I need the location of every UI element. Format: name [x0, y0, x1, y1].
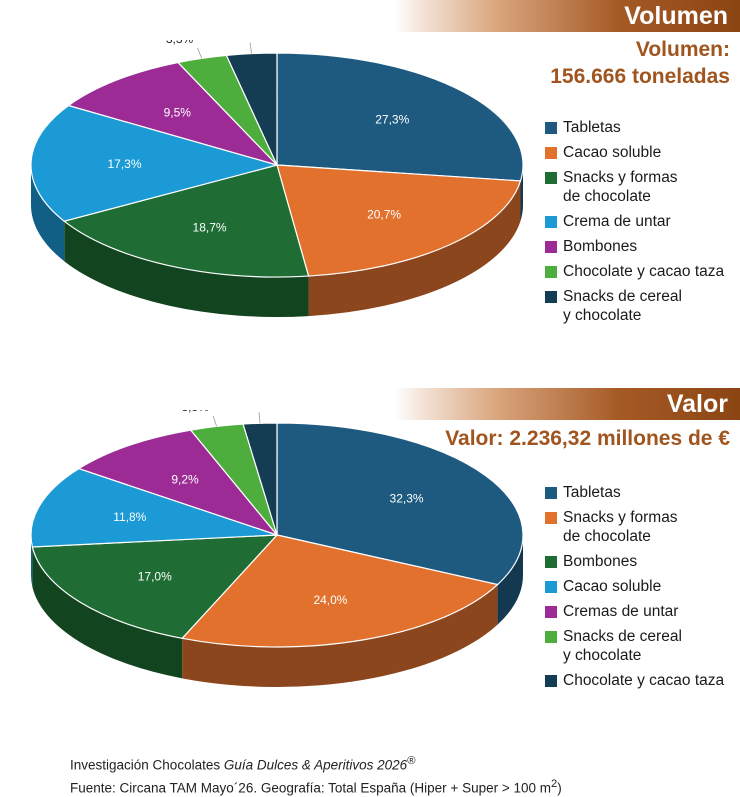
- legend-0-item-6: Snacks de cereal y chocolate: [545, 287, 724, 325]
- legend-0-label-1: Cacao soluble: [563, 143, 661, 162]
- legend-0-item-0: Tabletas: [545, 118, 724, 137]
- legend-1-swatch-1: [545, 512, 557, 524]
- pie-0-leader-5: [198, 48, 202, 58]
- value-banner-text: Valor: [667, 388, 728, 420]
- pie-1-label-1: 24,0%: [313, 593, 347, 607]
- legend-1-label-4: Cremas de untar: [563, 602, 678, 621]
- footer-line-1-mark: ®: [407, 755, 415, 767]
- legend-0-item-4: Bombones: [545, 237, 724, 256]
- legend-0-swatch-2: [545, 172, 557, 184]
- legend-0-label-3: Crema de untar: [563, 212, 671, 231]
- legend-0-swatch-5: [545, 266, 557, 278]
- legend-0-label-6: Snacks de cereal y chocolate: [563, 287, 682, 325]
- legend-0-item-5: Chocolate y cacao taza: [545, 262, 724, 281]
- value-legend: Tabletas Snacks y formas de chocolate Bomb…: [545, 483, 724, 696]
- pie-1-leader-6: [259, 412, 260, 423]
- footer-source: Investigación Chocolates Guía Dulces & A…: [70, 752, 562, 797]
- volume-legend: Tabletas Cacao soluble Snacks y formas de …: [545, 118, 724, 331]
- footer-line-2-suffix: ): [557, 780, 562, 795]
- footer-line-1-prefix: Investigación Chocolates: [70, 758, 224, 773]
- legend-0-swatch-3: [545, 216, 557, 228]
- legend-1-item-1: Snacks y formas de chocolate: [545, 508, 724, 546]
- legend-1-item-0: Tabletas: [545, 483, 724, 502]
- pie-1-label-0: 32,3%: [390, 491, 424, 505]
- legend-1-swatch-6: [545, 675, 557, 687]
- legend-0-swatch-1: [545, 147, 557, 159]
- legend-0-item-3: Crema de untar: [545, 212, 724, 231]
- legend-1-label-0: Tabletas: [563, 483, 621, 502]
- footer-line-2: Fuente: Circana TAM Mayo´26. Geografía: …: [70, 775, 562, 797]
- volume-banner-text: Volumen: [624, 0, 728, 32]
- pie-0-label-3: 17,3%: [107, 157, 141, 171]
- value-pie-chart: 32,3%24,0%17,0%11,8%9,2%3,5%2,2%: [0, 410, 540, 740]
- pie-0-label-6: 3,3%: [218, 40, 246, 41]
- legend-1-item-5: Snacks de cereal y chocolate: [545, 627, 724, 665]
- legend-1-label-1: Snacks y formas de chocolate: [563, 508, 678, 546]
- volume-banner: Volumen: [395, 0, 740, 32]
- volume-pie-chart: 27,3% 20,7% 18,7% 17,3% 9,5% 3,3% 3,3%: [0, 40, 540, 370]
- legend-1-label-2: Bombones: [563, 552, 637, 571]
- legend-1-label-6: Chocolate y cacao taza: [563, 671, 724, 690]
- pie-1-label-5: 3,5%: [181, 410, 209, 414]
- legend-0-swatch-0: [545, 122, 557, 134]
- legend-1-swatch-5: [545, 631, 557, 643]
- pie-1-label-2: 17,0%: [138, 570, 172, 584]
- legend-0-label-5: Chocolate y cacao taza: [563, 262, 724, 281]
- legend-0-item-1: Cacao soluble: [545, 143, 724, 162]
- legend-0-label-0: Tabletas: [563, 118, 621, 137]
- pie-0-label-4: 9,5%: [164, 105, 192, 119]
- legend-1-swatch-3: [545, 581, 557, 593]
- footer-line-2-prefix: Fuente: Circana TAM Mayo´26. Geografía: …: [70, 780, 551, 795]
- pie-0-label-5: 3,3%: [166, 40, 194, 46]
- pie-1-label-3: 11,8%: [113, 510, 146, 524]
- volume-title: Volumen: 156.666 toneladas: [550, 36, 730, 90]
- pie-0-leader-6: [250, 43, 251, 54]
- pie-0-label-1: 20,7%: [367, 207, 401, 221]
- footer-line-1: Investigación Chocolates Guía Dulces & A…: [70, 752, 562, 775]
- legend-1-label-3: Cacao soluble: [563, 577, 661, 596]
- legend-0-swatch-4: [545, 241, 557, 253]
- legend-1-item-6: Chocolate y cacao taza: [545, 671, 724, 690]
- pie-0-label-0: 27,3%: [375, 113, 409, 127]
- legend-0-swatch-6: [545, 291, 557, 303]
- pie-1-label-4: 9,2%: [171, 473, 199, 487]
- legend-1-swatch-4: [545, 606, 557, 618]
- legend-1-swatch-0: [545, 487, 557, 499]
- legend-1-swatch-2: [545, 556, 557, 568]
- footer-line-1-title: Guía Dulces & Aperitivos 2026: [224, 758, 407, 773]
- legend-1-item-4: Cremas de untar: [545, 602, 724, 621]
- legend-1-item-2: Bombones: [545, 552, 724, 571]
- legend-0-item-2: Snacks y formas de chocolate: [545, 168, 724, 206]
- legend-1-item-3: Cacao soluble: [545, 577, 724, 596]
- pie-0-label-2: 18,7%: [193, 220, 227, 234]
- pie-1-leader-5: [213, 416, 216, 427]
- legend-0-label-4: Bombones: [563, 237, 637, 256]
- legend-1-label-5: Snacks de cereal y chocolate: [563, 627, 682, 665]
- legend-0-label-2: Snacks y formas de chocolate: [563, 168, 678, 206]
